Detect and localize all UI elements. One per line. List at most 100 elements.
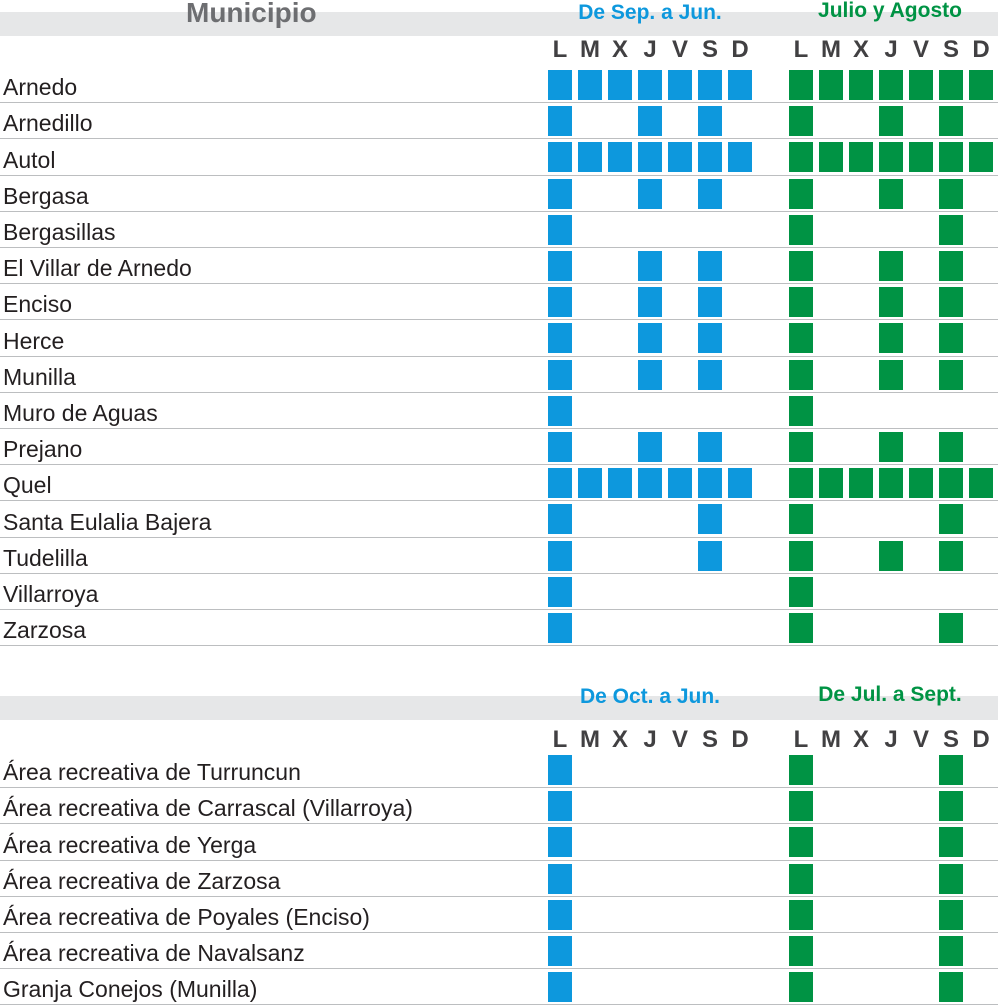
schedule-marker-green-s (939, 540, 963, 571)
schedule-marker-green-l (789, 70, 813, 100)
day-label-b-v: V (912, 726, 929, 753)
schedule-marker-blue-m (578, 142, 602, 173)
schedule-marker-green-s (939, 323, 963, 354)
schedule-marker-blue-s (698, 323, 722, 354)
day-label-b-d: D (972, 726, 990, 753)
schedule-marker-blue-l (548, 214, 572, 245)
schedule-marker-green-l (789, 613, 813, 643)
schedule-marker-green-j (879, 468, 903, 499)
day-label-a-l: L (552, 36, 568, 63)
schedule-marker-blue-m (578, 468, 602, 499)
schedule-marker-green-l (789, 251, 813, 281)
schedule-marker-blue-s (698, 106, 722, 137)
table-row: Arnedo (0, 67, 998, 104)
row-label: Área recreativa de Navalsanz (3, 940, 305, 967)
schedule-marker-green-j (879, 142, 903, 173)
table-row: Granja Conejos (Munilla) (0, 969, 998, 1006)
period-label-sep-jun: De Sep. a Jun. (578, 1, 722, 24)
row-label: Área recreativa de Poyales (Enciso) (3, 903, 370, 930)
header-band-1 (0, 12, 998, 36)
schedule-marker-blue-l (548, 863, 572, 894)
schedule-marker-blue-l (548, 432, 572, 462)
schedule-marker-green-s (939, 755, 963, 785)
schedule-marker-blue-s (698, 287, 722, 318)
schedule-marker-blue-v (668, 142, 692, 173)
day-label-a-d: D (731, 36, 749, 63)
schedule-marker-green-s (939, 251, 963, 281)
row-label: Arnedillo (3, 110, 93, 137)
day-label-b-j: J (884, 36, 898, 63)
day-label-b-v: V (912, 36, 929, 63)
schedule-marker-green-s (939, 863, 963, 894)
day-label-a-m: M (580, 36, 600, 63)
table-row: Herce (0, 320, 998, 357)
schedule-marker-green-s (939, 468, 963, 499)
schedule-marker-green-s (939, 432, 963, 462)
schedule-marker-blue-j (638, 287, 662, 318)
day-label-b-s: S (942, 726, 959, 753)
row-label: Muro de Aguas (3, 399, 158, 426)
schedule-marker-green-l (789, 468, 813, 499)
schedule-marker-blue-j (638, 432, 662, 462)
schedule-marker-blue-l (548, 468, 572, 499)
schedule-marker-blue-l (548, 142, 572, 173)
schedule-marker-blue-m (578, 70, 602, 100)
schedule-marker-green-s (939, 178, 963, 209)
schedule-marker-blue-l (548, 251, 572, 281)
row-label: Enciso (3, 291, 73, 318)
schedule-marker-green-s (939, 359, 963, 390)
schedule-marker-green-s (939, 142, 963, 173)
schedule-marker-green-j (879, 540, 903, 571)
day-label-b-s: S (942, 36, 959, 63)
day-label-a-v: V (671, 36, 688, 63)
table-row: Tudelilla (0, 538, 998, 574)
table-row: Villarroya (0, 574, 998, 610)
table-row: Muro de Aguas (0, 393, 998, 429)
day-label-a-x: X (611, 726, 628, 753)
schedule-marker-green-l (789, 504, 813, 535)
header-band-2 (0, 696, 998, 720)
table-row: Bergasa (0, 176, 998, 212)
day-label-a-j: J (643, 726, 657, 753)
schedule-marker-green-s (939, 504, 963, 535)
table-row: Prejano (0, 429, 998, 466)
table-row: Área recreativa de Navalsanz (0, 933, 998, 970)
row-label: Granja Conejos (Munilla) (3, 976, 258, 1003)
schedule-marker-blue-j (638, 106, 662, 137)
period-label-oct-jun: De Oct. a Jun. (579, 685, 721, 708)
schedule-marker-green-l (789, 323, 813, 354)
day-label-a-l: L (552, 726, 568, 753)
schedule-marker-blue-s (698, 251, 722, 281)
schedule-marker-blue-x (608, 468, 632, 499)
day-label-b-x: X (852, 726, 869, 753)
day-label-a-j: J (643, 36, 657, 63)
row-label: Villarroya (3, 580, 99, 607)
schedule-marker-blue-j (638, 178, 662, 209)
day-label-a-d: D (731, 726, 749, 753)
schedule-marker-green-l (789, 106, 813, 137)
schedule-marker-green-j (879, 323, 903, 354)
schedule-marker-blue-s (698, 359, 722, 390)
schedule-marker-green-l (789, 863, 813, 894)
schedule-marker-green-m (819, 142, 843, 173)
schedule-marker-blue-l (548, 395, 572, 426)
schedule-marker-blue-d (728, 70, 752, 100)
schedule-marker-blue-j (638, 323, 662, 354)
row-label: Zarzosa (3, 617, 87, 644)
schedule-marker-green-s (939, 899, 963, 930)
schedule-marker-blue-s (698, 468, 722, 499)
day-label-b-m: M (821, 726, 841, 753)
row-label: El Villar de Arnedo (3, 255, 192, 282)
schedule-marker-green-s (939, 70, 963, 100)
schedule-marker-green-l (789, 287, 813, 318)
schedule-marker-blue-d (728, 468, 752, 499)
schedule-marker-green-v (909, 142, 933, 173)
day-label-a-v: V (671, 726, 688, 753)
schedule-marker-green-s (939, 972, 963, 1003)
schedule-marker-blue-s (698, 432, 722, 462)
schedule-marker-green-m (819, 468, 843, 499)
schedule-marker-blue-j (638, 468, 662, 499)
schedule-marker-green-s (939, 827, 963, 858)
day-label-a-m: M (580, 726, 600, 753)
schedule-marker-green-l (789, 899, 813, 930)
